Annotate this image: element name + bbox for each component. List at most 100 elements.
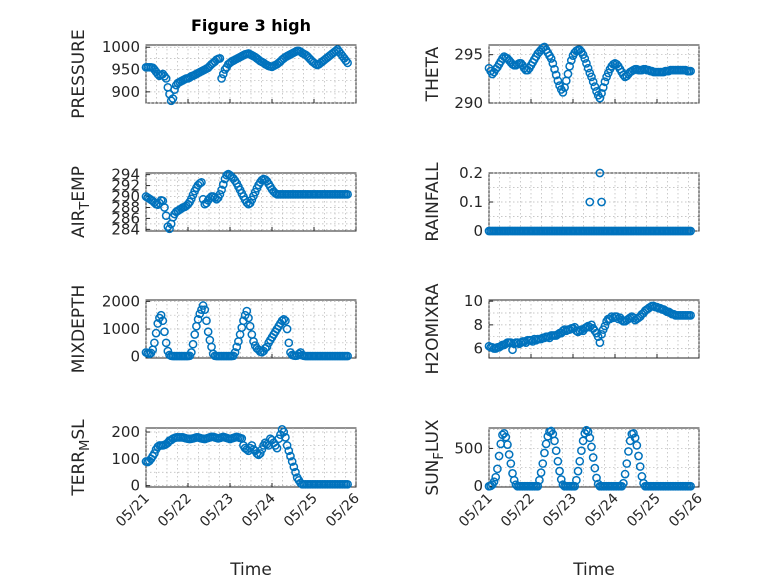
y-tick-label: 0.2 — [459, 164, 483, 182]
data-point — [595, 93, 605, 103]
data-point — [620, 469, 630, 479]
data-point — [587, 72, 596, 82]
x-tick-label: 05/25 — [624, 491, 664, 531]
data-point — [262, 342, 272, 352]
data-point — [281, 316, 290, 326]
y-tick-label: 0 — [473, 222, 483, 240]
x-axis-label-right: Time — [572, 560, 615, 580]
data-point — [597, 197, 606, 207]
data-point — [575, 456, 585, 466]
data-point — [551, 70, 561, 80]
y-tick-label: 292 — [111, 177, 140, 195]
data-point — [493, 464, 502, 474]
x-tick-label: 05/23 — [540, 491, 580, 531]
data-point — [590, 82, 600, 91]
data-point — [580, 54, 590, 63]
data-point — [570, 481, 580, 491]
data-point — [282, 441, 292, 450]
x-tick-label: 05/24 — [582, 490, 622, 530]
data-point — [272, 443, 282, 453]
y-axis-label: PRESSURE — [69, 29, 89, 118]
data-point — [538, 459, 548, 468]
data-point — [289, 462, 299, 472]
y-tick-label: 6 — [473, 340, 483, 358]
data-point — [686, 481, 695, 491]
panel-pressure: 900 950 1000 PRESSURE — [69, 29, 357, 119]
data-point — [540, 448, 549, 458]
data-point — [282, 324, 292, 334]
y-tick-label: 295 — [454, 46, 483, 64]
data-point — [553, 76, 563, 86]
y-tick-label: 900 — [111, 83, 140, 101]
data-point — [622, 459, 632, 468]
x-tick-label: 05/25 — [281, 491, 321, 531]
panel-theta: 290 295 THETA — [423, 42, 700, 112]
data-point — [585, 433, 595, 443]
y-axis-label: TERRMSL — [69, 419, 93, 497]
figure-title: Figure 3 high — [191, 16, 311, 35]
y-tick-label: 100 — [111, 450, 140, 468]
data-point — [168, 94, 178, 103]
panel-terr-msl: 0 100 200 05/21 05/22 05/23 05/24 05/25 05/26 TER… — [69, 419, 363, 531]
data-point — [284, 446, 294, 456]
data-point — [151, 328, 161, 338]
data-point — [686, 66, 695, 76]
data-point — [255, 449, 265, 458]
y-tick-label: 284 — [111, 220, 140, 238]
y-axis-label: MIXDEPTH — [69, 285, 89, 374]
data-point — [286, 451, 295, 461]
data-point — [595, 168, 605, 178]
data-point — [195, 309, 205, 319]
data-point — [232, 342, 242, 352]
data-point — [215, 54, 225, 63]
data-point — [686, 311, 695, 320]
y-tick-label: 294 — [111, 166, 140, 184]
data-point — [546, 54, 556, 63]
data-point — [343, 58, 352, 68]
x-tick-label: 05/21 — [113, 491, 153, 531]
data-point — [217, 74, 226, 83]
data-point — [595, 338, 605, 347]
data-point — [200, 305, 210, 315]
y-tick-label: 0 — [130, 477, 140, 495]
data-point — [161, 338, 171, 348]
data-point — [565, 61, 574, 71]
data-point — [577, 446, 586, 456]
data-point — [215, 189, 225, 199]
data-point — [550, 64, 559, 74]
data-point — [150, 449, 159, 458]
data-point — [218, 180, 228, 189]
data-point — [150, 338, 159, 348]
data-point — [156, 310, 166, 320]
data-point — [686, 226, 695, 236]
data-point — [244, 313, 253, 323]
data-point — [245, 321, 255, 331]
data-point — [566, 56, 576, 65]
data-point — [217, 185, 226, 195]
data-point — [166, 96, 176, 106]
data-point — [489, 477, 499, 487]
data-point — [343, 479, 352, 489]
y-tick-label: 290 — [111, 188, 140, 206]
y-axis-label: AIRTEMP — [69, 166, 93, 238]
data-point — [158, 316, 168, 326]
data-point — [585, 197, 595, 207]
data-point — [341, 56, 351, 65]
data-point — [230, 348, 240, 357]
panel-sun-flux: 0 500 05/21 05/22 05/23 05/24 05/25 05/26 SUNFLU… — [423, 419, 706, 530]
y-tick-label: 0 — [473, 477, 483, 495]
data-point — [343, 189, 352, 199]
data-point — [161, 74, 171, 83]
data-point — [508, 345, 517, 355]
data-point — [588, 77, 598, 87]
data-point — [279, 314, 289, 324]
data-point — [592, 473, 601, 483]
x-tick-label: 05/22 — [155, 491, 195, 531]
data-point — [491, 472, 501, 482]
y-tick-label: 286 — [111, 209, 140, 227]
y-tick-label: 8 — [473, 316, 483, 334]
data-point — [257, 445, 267, 454]
x-axis-label-left: Time — [229, 560, 272, 580]
